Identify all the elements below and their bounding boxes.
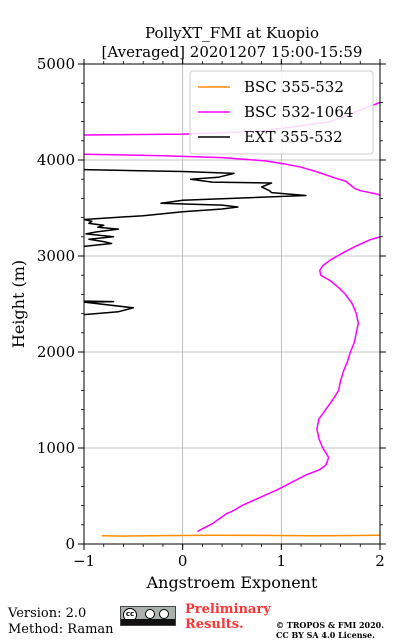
copyright-line-1: © TROPOS & FMI 2020.	[276, 620, 385, 630]
series-lines	[84, 101, 380, 537]
y-tick-label: 2000	[37, 343, 75, 361]
preliminary-notice: Preliminary Results.	[185, 602, 271, 632]
series-line-bsc-532-1064-upper	[84, 153, 380, 196]
cc-license-badge: cc	[120, 606, 176, 626]
series-line-ext-355-532-lower	[84, 300, 135, 316]
copyright-notice: © TROPOS & FMI 2020. CC BY SA 4.0 Licens…	[276, 620, 384, 640]
x-tick-label: 2	[375, 552, 385, 570]
legend-label: EXT 355-532	[244, 128, 343, 146]
legend: BSC 355-532 BSC 532-1064 EXT 355-532	[189, 70, 374, 155]
sa-icon	[159, 609, 169, 619]
series-line-bsc-355-532	[101, 534, 380, 537]
x-tick-label: −1	[73, 552, 95, 570]
license-strip	[121, 619, 175, 625]
y-tick-label: 3000	[37, 247, 75, 265]
preliminary-line-2: Results.	[185, 617, 244, 632]
by-icon	[145, 609, 155, 619]
legend-box	[189, 70, 374, 155]
series-line-bsc-532-1064	[197, 236, 380, 533]
legend-label: BSC 532-1064	[244, 103, 353, 121]
series-line-ext-355-532	[84, 168, 307, 248]
version-text: Version: 2.0	[8, 606, 87, 621]
method-text: Method: Raman	[8, 622, 114, 637]
legend-label: BSC 355-532	[244, 78, 344, 96]
chart-title: PollyXT_FMI at Kuopio	[145, 24, 319, 42]
y-tick-label: 5000	[37, 55, 75, 73]
copyright-line-2: CC BY SA 4.0 License.	[276, 630, 375, 640]
y-tick-label: 0	[65, 535, 75, 553]
plot-frame	[83, 63, 381, 545]
x-tick-label: 0	[178, 552, 188, 570]
x-axis-label: Angstroem Exponent	[146, 573, 318, 592]
y-axis-label: Height (m)	[9, 260, 28, 348]
x-tick-label: 1	[277, 552, 287, 570]
profile-chart: PollyXT_FMI at Kuopio [Averaged] 2020120…	[9, 24, 386, 592]
y-tick-label: 4000	[37, 151, 75, 169]
chart-subtitle: [Averaged] 20201207 15:00-15:59	[102, 43, 363, 61]
y-tick-label: 1000	[37, 439, 75, 457]
preliminary-line-1: Preliminary	[185, 602, 271, 617]
